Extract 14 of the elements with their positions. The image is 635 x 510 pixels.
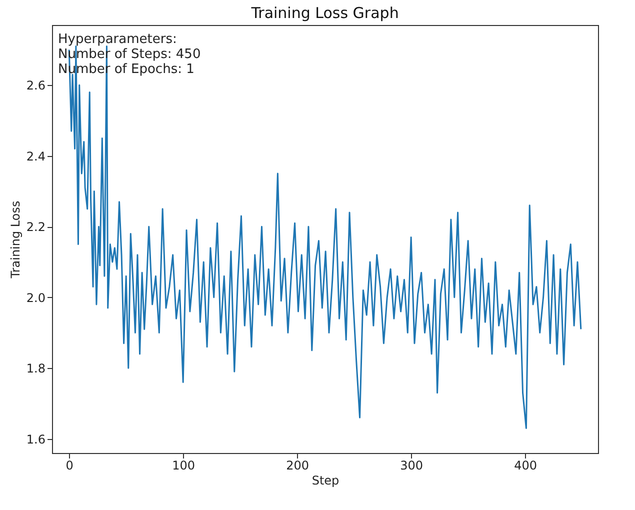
y-tick-label: 1.8 [26, 362, 46, 376]
x-tick-label: 200 [286, 458, 310, 472]
x-tick-label: 100 [172, 458, 196, 472]
y-tick-label: 2.4 [26, 149, 46, 164]
y-tick-label: 2.6 [26, 78, 46, 93]
y-axis-title: Training Loss [8, 200, 22, 280]
x-tick-label: 300 [400, 458, 424, 472]
x-tick-label: 400 [514, 458, 537, 472]
chart-title: Training Loss Graph [250, 4, 399, 22]
y-tick-label: 2.2 [26, 220, 46, 234]
x-tick-label: 0 [66, 458, 74, 472]
y-tick-label: 1.6 [26, 432, 46, 446]
y-tick-label: 2.0 [26, 290, 46, 305]
x-axis-title: Step [312, 474, 340, 488]
